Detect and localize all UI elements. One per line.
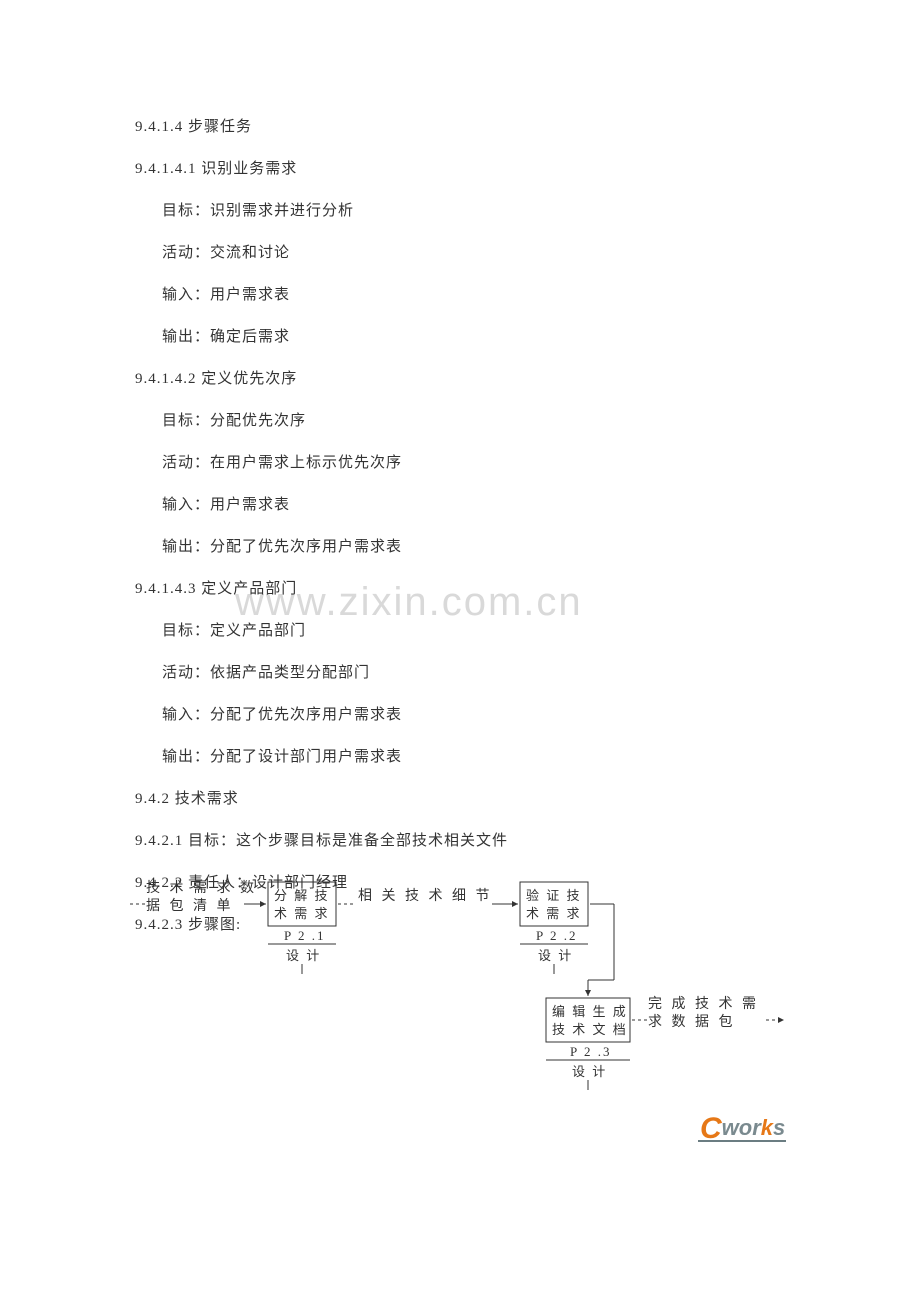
text-line: 输入：分配了优先次序用户需求表 [135, 703, 920, 727]
svg-text:求 数 据 包: 求 数 据 包 [648, 1014, 736, 1030]
text-line: 9.4.2.3 步骤图: [135, 913, 920, 937]
svg-text:设 计: 设 计 [538, 948, 573, 963]
text-line: 活动：交流和讨论 [135, 241, 920, 265]
text-line: 输出：分配了优先次序用户需求表 [135, 535, 920, 559]
svg-text:编 辑 生 成: 编 辑 生 成 [552, 1004, 628, 1019]
text-line: 9.4.1.4.2 定义优先次序 [135, 367, 920, 391]
logo-segment-wor: wor [722, 1115, 761, 1140]
text-line: 9.4.1.4 步骤任务 [135, 115, 920, 139]
svg-text:设 计: 设 计 [572, 1064, 607, 1079]
text-line: 活动：依据产品类型分配部门 [135, 661, 920, 685]
svg-text:技 术 文 档: 技 术 文 档 [552, 1022, 628, 1037]
text-line: 活动：在用户需求上标示优先次序 [135, 451, 920, 475]
text-line: 目标：定义产品部门 [135, 619, 920, 643]
svg-text:完 成 技 术 需: 完 成 技 术 需 [648, 996, 759, 1012]
text-line: 输出：确定后需求 [135, 325, 920, 349]
logo-underline [698, 1140, 786, 1142]
document-body: 9.4.1.4 步骤任务 9.4.1.4.1 识别业务需求目标：识别需求并进行分析… [135, 115, 920, 937]
text-line: 输出：分配了设计部门用户需求表 [135, 745, 920, 769]
text-line: 输入：用户需求表 [135, 283, 920, 307]
svg-text:设 计: 设 计 [286, 948, 321, 963]
text-line: 9.4.1.4.3 定义产品部门 [135, 577, 920, 601]
svg-text:P 2 .3: P 2 .3 [570, 1044, 612, 1059]
text-line: 目标：分配优先次序 [135, 409, 920, 433]
logo-letter-s: s [773, 1115, 785, 1140]
text-line: 输入：用户需求表 [135, 493, 920, 517]
text-line: 目标：识别需求并进行分析 [135, 199, 920, 223]
logo-letter-k: k [761, 1115, 773, 1140]
text-line: 9.4.1.4.1 识别业务需求 [135, 157, 920, 181]
text-line: 9.4.2.1 目标：这个步骤目标是准备全部技术相关文件 [135, 829, 920, 853]
text-line: 9.4.2 技术需求 [135, 787, 920, 811]
text-line: 9.4.2.2 责任人：设计部门经理 [135, 871, 920, 895]
